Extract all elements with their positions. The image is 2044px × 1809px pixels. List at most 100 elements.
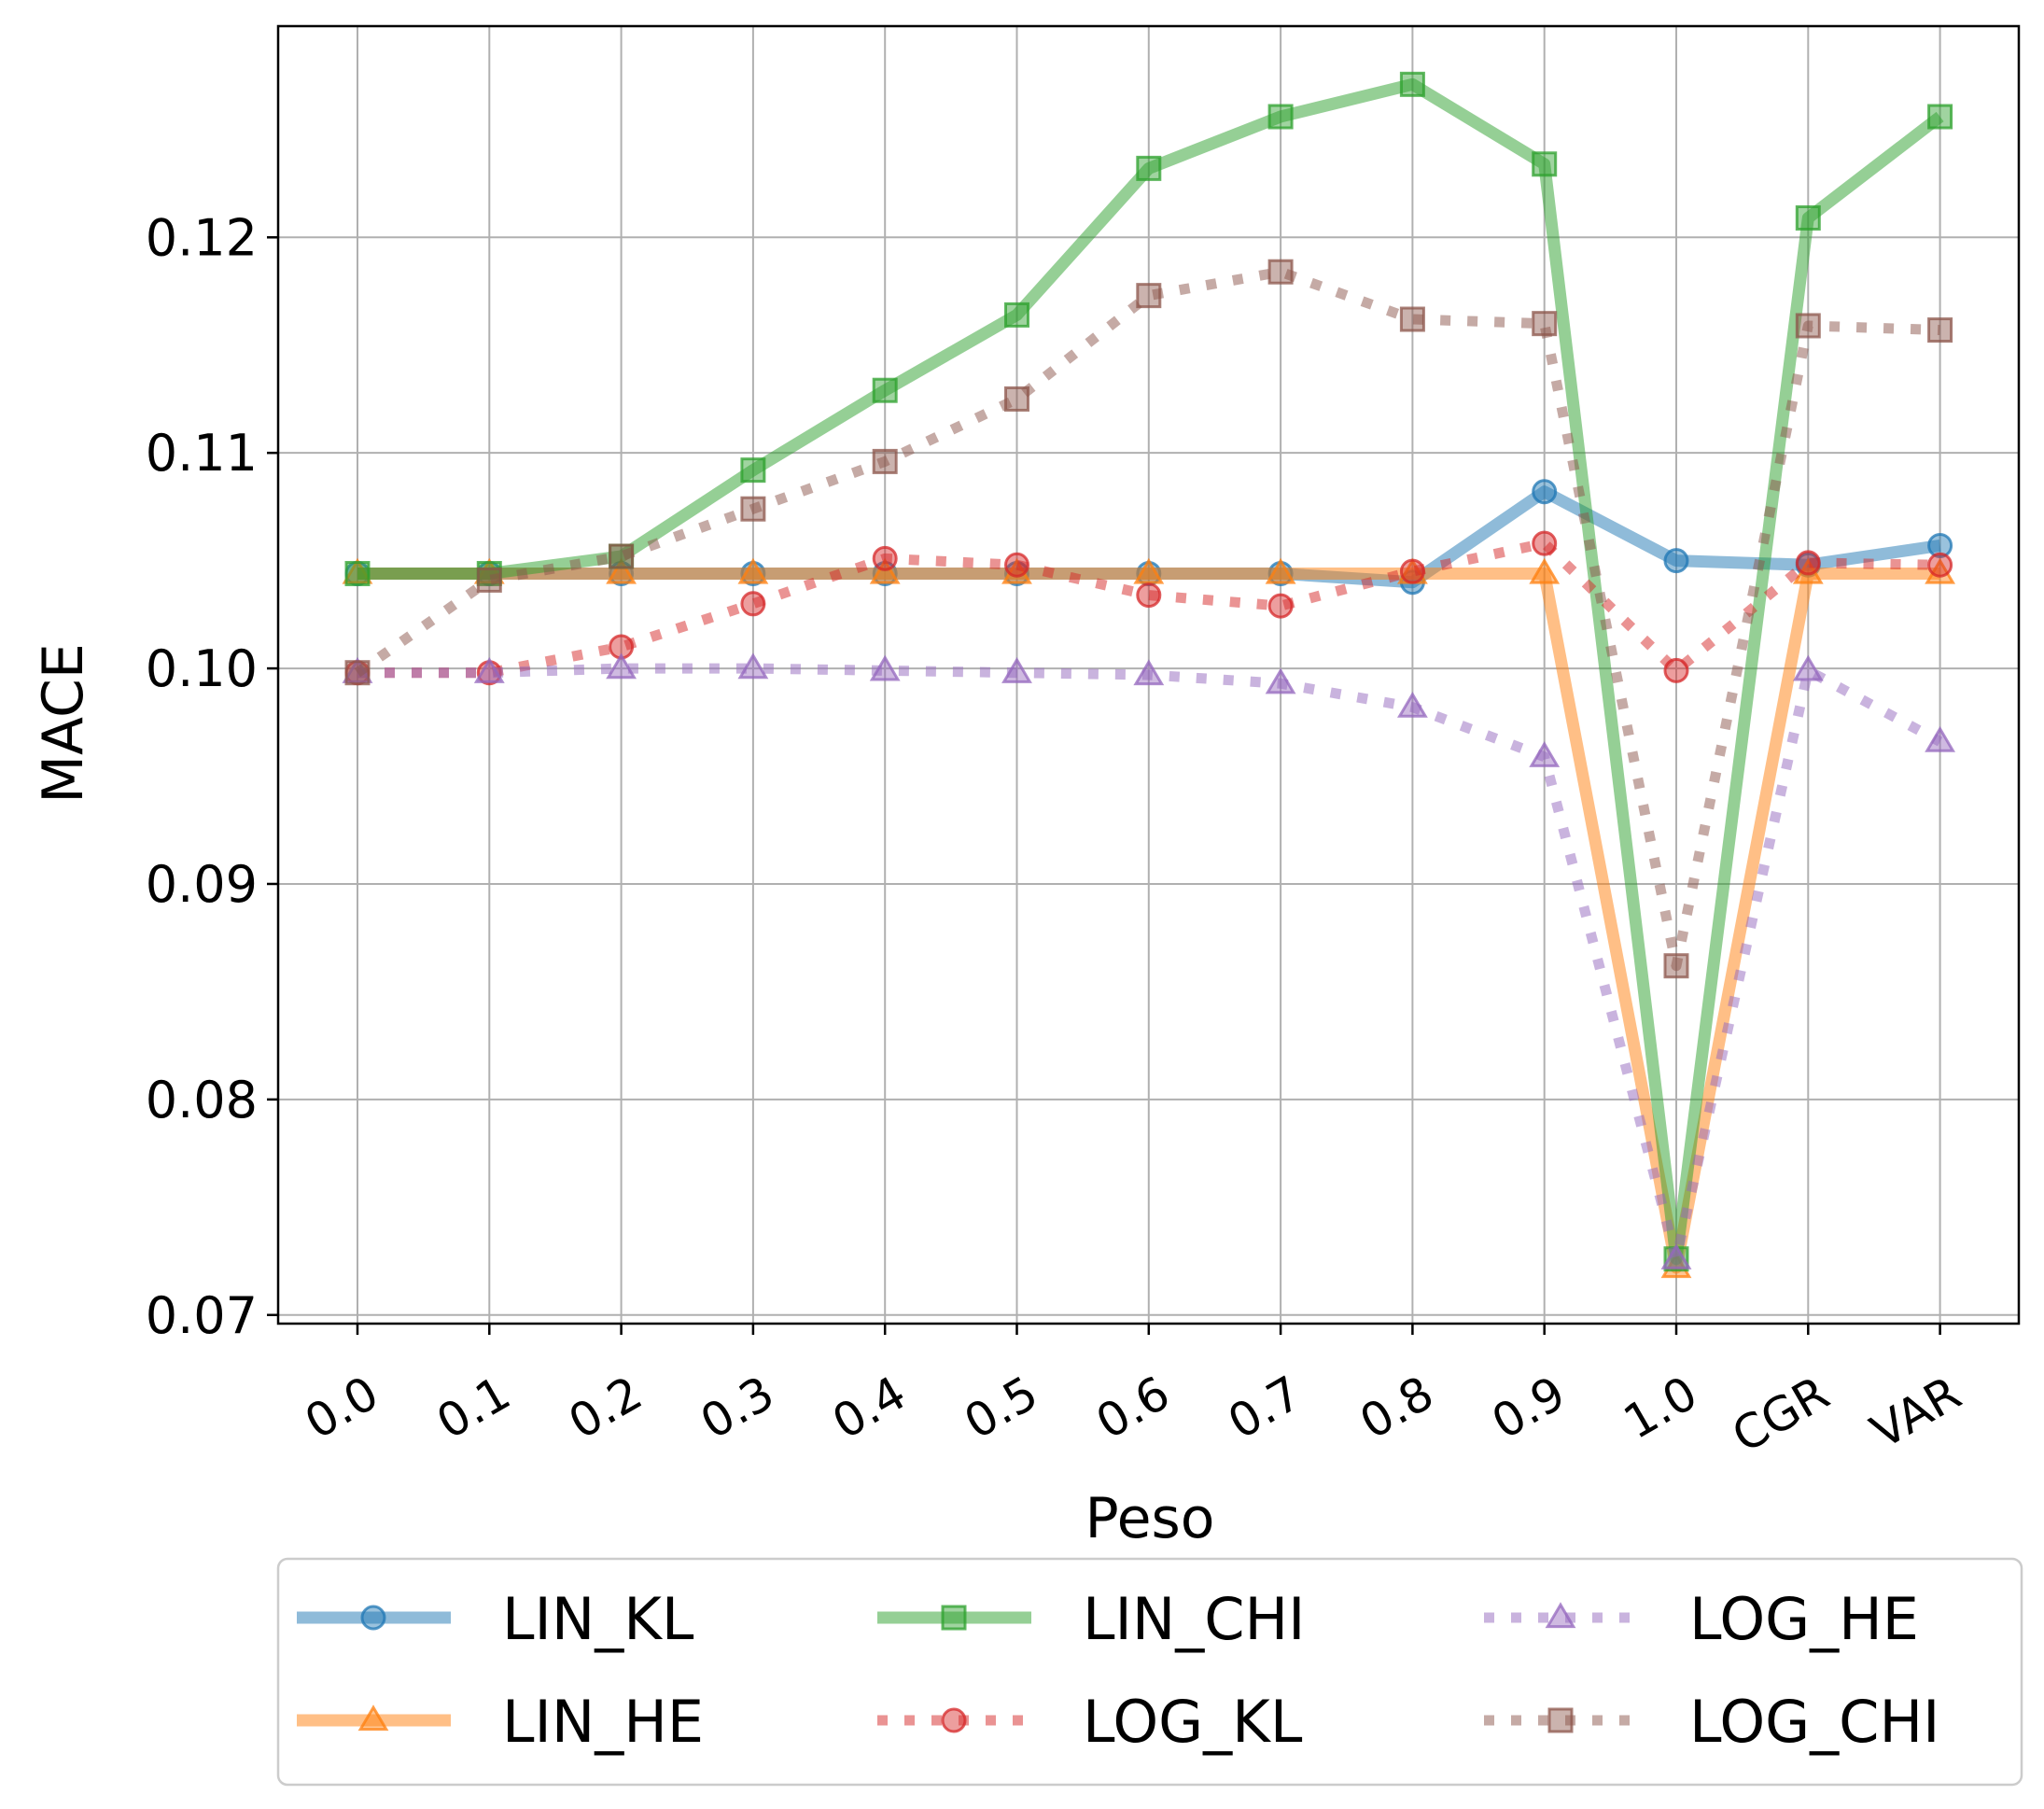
data-point	[1265, 667, 1296, 694]
legend-label: LOG_KL	[1083, 1688, 1303, 1756]
data-point	[1532, 311, 1558, 337]
legend-label: LOG_CHI	[1689, 1688, 1939, 1756]
x-tick-label: 0.0	[296, 1366, 387, 1450]
data-point	[1792, 654, 1824, 681]
series-line	[357, 663, 1943, 1265]
legend-item-lin-chi: LIN_CHI	[877, 1585, 1305, 1653]
x-tick-label: CGR	[1723, 1366, 1838, 1463]
data-point	[344, 660, 371, 686]
y-axis-label: MACE	[31, 643, 96, 804]
data-point	[1396, 691, 1428, 718]
axes: 0.0 0.1 0.2 0.3 0.4 0.5 0.6 0.7 0.8 0.9 1.0 CGR VAR 0…	[146, 208, 1970, 1463]
series-log-chi	[344, 259, 1953, 979]
legend-marker	[941, 1707, 967, 1733]
y-tick-label: 0.07	[146, 1286, 258, 1345]
data-point	[1399, 306, 1425, 332]
x-tick-label: 0.8	[1351, 1366, 1443, 1450]
data-point	[1795, 550, 1821, 576]
y-tick-label: 0.09	[146, 855, 258, 914]
y-tick-label: 0.08	[146, 1071, 258, 1129]
x-tick-label: 0.3	[692, 1366, 783, 1450]
data-point	[872, 448, 898, 474]
legend-label: LOG_HE	[1689, 1585, 1919, 1653]
data-point	[1267, 259, 1294, 285]
data-point	[740, 496, 766, 522]
data-point	[1399, 558, 1425, 584]
data-point	[1133, 659, 1165, 686]
series-layer	[342, 71, 1956, 1279]
data-point	[1925, 557, 1956, 584]
data-point	[1795, 204, 1821, 231]
x-axis-label: Peso	[1085, 1486, 1215, 1551]
data-point	[740, 457, 766, 484]
data-point	[1529, 557, 1561, 584]
x-tick-label: 0.9	[1483, 1366, 1575, 1450]
x-tick-label: 0.1	[427, 1366, 519, 1450]
data-point	[1663, 953, 1689, 979]
x-tick-label: 0.4	[823, 1366, 915, 1450]
data-point	[1136, 283, 1162, 309]
legend-marker	[357, 1704, 389, 1732]
data-point	[1532, 530, 1558, 556]
legend-item-log-he: LOG_HE	[1484, 1585, 1919, 1653]
data-point	[476, 567, 502, 593]
data-point	[344, 560, 371, 586]
legend: LIN_KL LIN_HE LIN_CHI LOG_KL LOG_HE LOG_CHI	[276, 1557, 2023, 1787]
legend-item-log-kl: LOG_KL	[877, 1688, 1303, 1756]
data-point	[1663, 657, 1689, 683]
data-point	[473, 656, 505, 683]
series-log-he	[342, 652, 1956, 1269]
data-point	[872, 545, 898, 571]
data-point	[1927, 317, 1953, 344]
legend-item-lin-he: LIN_HE	[297, 1688, 704, 1756]
data-point	[609, 543, 635, 569]
data-point	[737, 652, 769, 680]
data-point	[1136, 582, 1162, 609]
data-point	[1267, 104, 1294, 130]
data-point	[1136, 155, 1162, 181]
data-point	[1927, 104, 1953, 130]
legend-marker	[941, 1605, 967, 1631]
data-point	[1267, 593, 1294, 619]
series-lin-chi	[344, 71, 1953, 1272]
legend-label: LIN_HE	[502, 1688, 704, 1756]
data-point	[1663, 548, 1689, 574]
legend-marker	[1545, 1602, 1576, 1629]
data-point	[872, 377, 898, 403]
y-tick-label: 0.12	[146, 208, 258, 267]
data-point	[1927, 552, 1953, 578]
data-point	[1925, 725, 1956, 752]
x-tick-label: 1.0	[1615, 1366, 1706, 1450]
data-point	[869, 654, 901, 681]
legend-label: LIN_CHI	[1083, 1585, 1305, 1653]
legend-marker	[360, 1605, 386, 1631]
data-point	[1529, 740, 1561, 767]
data-point	[606, 652, 637, 680]
data-point	[1795, 313, 1821, 339]
data-point	[1532, 479, 1558, 505]
data-point	[1004, 302, 1029, 328]
legend-item-lin-kl: LIN_KL	[297, 1585, 694, 1653]
data-point	[1927, 532, 1953, 558]
data-point	[1660, 1242, 1692, 1269]
series-line	[357, 77, 1944, 1266]
x-tick-label: 0.6	[1087, 1366, 1179, 1450]
x-tick-label: VAR	[1862, 1366, 1970, 1459]
data-point	[1004, 386, 1029, 412]
data-point	[1001, 656, 1032, 683]
legend-label: LIN_KL	[502, 1585, 694, 1653]
series-line	[354, 266, 1940, 972]
data-point	[740, 591, 766, 617]
x-tick-label: 0.7	[1219, 1366, 1310, 1450]
data-point	[1004, 552, 1029, 578]
data-point	[737, 557, 769, 584]
data-point	[1265, 557, 1296, 584]
x-tick-label: 0.5	[956, 1366, 1047, 1450]
data-point	[869, 557, 901, 584]
x-tick-label: 0.2	[560, 1366, 651, 1450]
data-point	[1532, 151, 1558, 177]
legend-marker	[1547, 1707, 1574, 1733]
legend-item-log-chi: LOG_CHI	[1484, 1688, 1939, 1756]
data-point	[606, 557, 637, 584]
